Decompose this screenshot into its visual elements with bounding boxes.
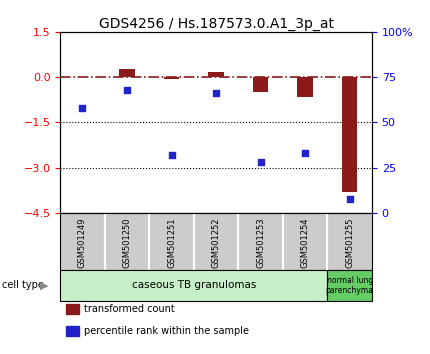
Text: GSM501253: GSM501253 [256, 217, 265, 268]
Text: normal lung
parenchyma: normal lung parenchyma [326, 276, 374, 295]
Bar [164, 77, 179, 79]
Text: GSM501252: GSM501252 [212, 217, 221, 268]
Point [168, 152, 175, 158]
Point [346, 196, 353, 201]
Text: GSM501254: GSM501254 [301, 217, 310, 268]
Point [123, 87, 130, 93]
Text: transformed count: transformed count [83, 304, 174, 314]
Bar [342, 77, 357, 192]
Text: percentile rank within the sample: percentile rank within the sample [83, 326, 249, 336]
Bar [298, 77, 313, 97]
Text: GSM501255: GSM501255 [345, 217, 354, 268]
Bar [66, 326, 79, 336]
Point [257, 160, 264, 165]
Bar [119, 69, 135, 77]
Bar [208, 72, 224, 77]
Text: GSM501250: GSM501250 [123, 217, 132, 268]
Title: GDS4256 / Hs.187573.0.A1_3p_at: GDS4256 / Hs.187573.0.A1_3p_at [98, 17, 334, 31]
Bar [66, 304, 79, 314]
Text: caseous TB granulomas: caseous TB granulomas [132, 280, 256, 290]
Text: ▶: ▶ [40, 280, 48, 290]
Bar [60, 270, 327, 301]
Text: cell type: cell type [2, 280, 44, 290]
Point [302, 150, 309, 156]
Point [212, 91, 219, 96]
Bar [253, 77, 268, 92]
Text: GSM501249: GSM501249 [78, 217, 87, 268]
Text: GSM501251: GSM501251 [167, 217, 176, 268]
Bar [327, 270, 372, 301]
Point [79, 105, 86, 111]
